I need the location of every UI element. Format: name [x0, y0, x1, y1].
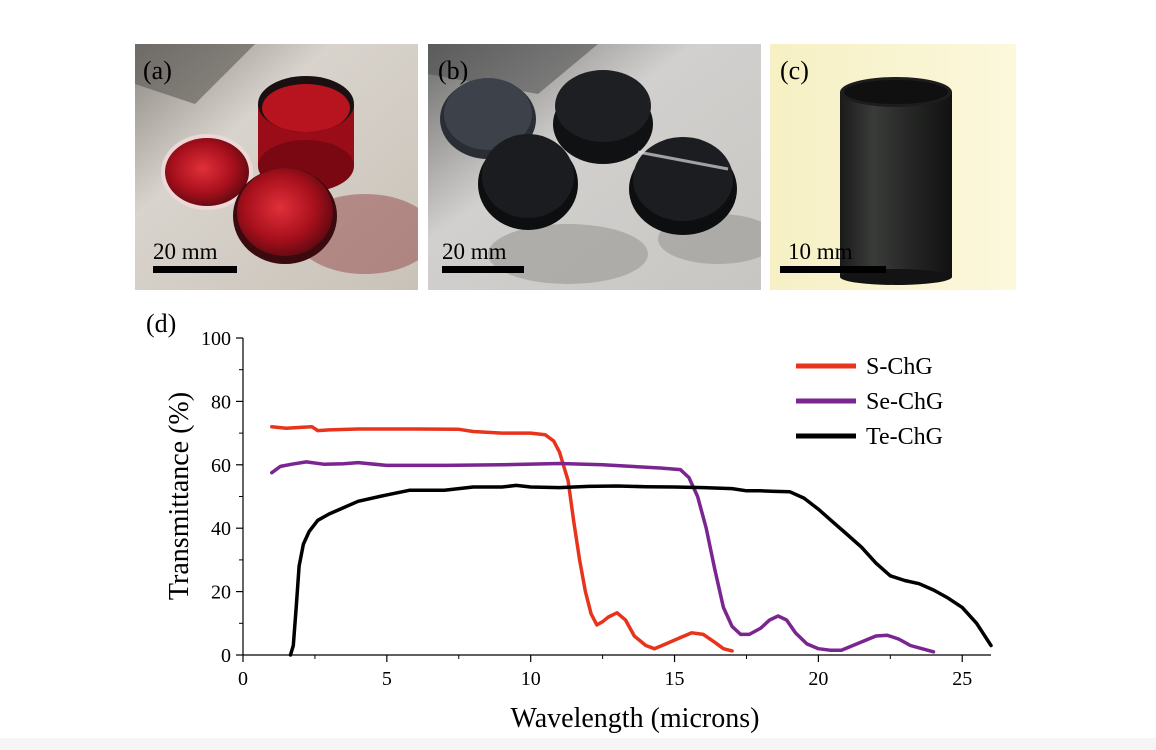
scale-bar-c [780, 266, 886, 273]
series-line-te-chg [288, 483, 993, 657]
legend-label: Se-ChG [866, 389, 943, 415]
y-axis-label: Transmittance (%) [164, 392, 195, 600]
x-tick-label: 20 [808, 668, 828, 690]
x-tick-label: 25 [952, 668, 972, 690]
y-tick-label: 100 [201, 328, 231, 350]
y-tick-label: 20 [211, 582, 231, 604]
panel-label-c: (c) [780, 56, 809, 85]
y-tick-label: 0 [221, 645, 231, 667]
legend-label: Te-ChG [866, 424, 943, 450]
series-line-s-chg [270, 425, 734, 653]
y-tick-label: 60 [211, 455, 231, 477]
transmittance-chart: (d) 0 5 10 15 20 25 0 20 40 60 80 100 S-ChG Se-ChG Te… [146, 309, 993, 734]
y-tick-label: 40 [211, 518, 231, 540]
x-axis-label: Wavelength (microns) [511, 703, 760, 734]
chart-series [270, 425, 993, 657]
series-line-se-chg [270, 460, 936, 654]
scale-bar-a [153, 266, 237, 273]
photo-panel-c: (c) 10 mm [770, 44, 1016, 290]
red-glass-discs-image [135, 44, 418, 290]
x-tick-label: 10 [521, 668, 541, 690]
x-tick-label: 15 [665, 668, 685, 690]
glass-cylinder-image [770, 44, 1016, 290]
scale-label-b: 20 mm [442, 239, 507, 264]
panel-label-a: (a) [143, 56, 172, 85]
y-tick-label: 80 [211, 391, 231, 413]
panel-label-b: (b) [438, 56, 469, 85]
photo-panel-b: (b) 20 mm [428, 44, 761, 290]
x-tick-label: 5 [382, 668, 392, 690]
chart-axes: 0 5 10 15 20 25 0 20 40 60 80 100 [201, 328, 991, 690]
chart-legend: S-ChG Se-ChG Te-ChG [796, 354, 943, 450]
black-glass-discs-image [428, 44, 761, 290]
panel-label-d: (d) [146, 309, 176, 338]
legend-label: S-ChG [866, 354, 933, 380]
scale-label-a: 20 mm [153, 239, 218, 264]
bottom-strip [0, 738, 1156, 750]
x-tick-label: 0 [238, 668, 248, 690]
scale-bar-b [442, 266, 524, 273]
photo-panel-a: (a) 20 mm [135, 44, 418, 290]
scale-label-c: 10 mm [788, 239, 853, 264]
